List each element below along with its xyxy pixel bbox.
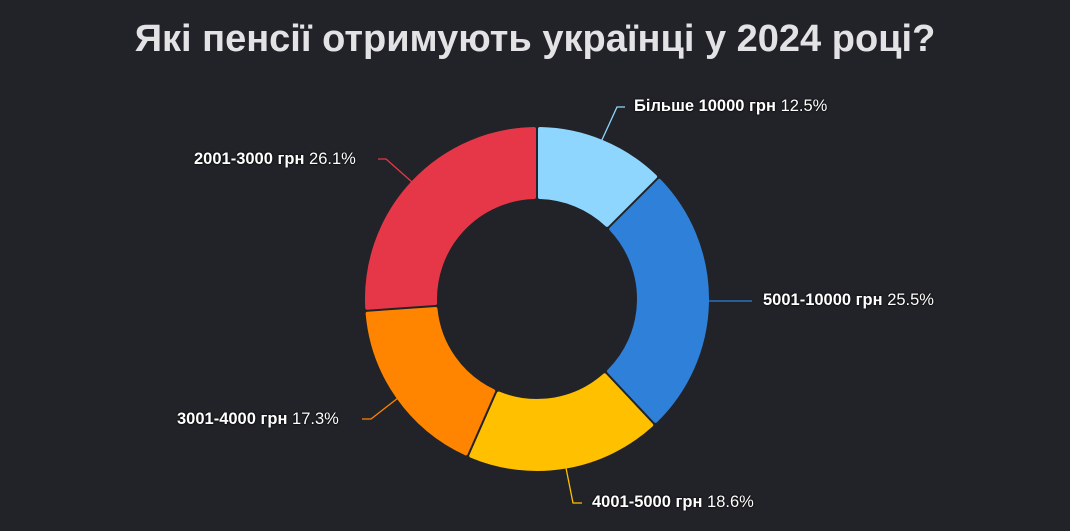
slice-3001-4000[interactable] bbox=[365, 307, 496, 456]
leader-line bbox=[565, 467, 582, 504]
leader-lines bbox=[362, 106, 752, 504]
leader-line bbox=[362, 397, 399, 420]
slice-4001-5000[interactable] bbox=[469, 373, 654, 471]
chart-title: Які пенсії отримують українці у 2024 роц… bbox=[134, 18, 936, 60]
leader-line bbox=[600, 106, 625, 143]
label-3001-4000: 3001-4000 грн 17.3% bbox=[177, 410, 339, 428]
donut-slices bbox=[365, 127, 709, 471]
slice-more-than-10000[interactable] bbox=[538, 127, 658, 227]
label-5001-10000: 5001-10000 грн 25.5% bbox=[763, 291, 934, 309]
label-more-than-10000: Більше 10000 грн 12.5% bbox=[634, 97, 828, 115]
slice-2001-3000[interactable] bbox=[365, 127, 536, 310]
label-2001-3000: 2001-3000 грн 26.1% bbox=[194, 150, 356, 168]
label-4001-5000: 4001-5000 грн 18.6% bbox=[592, 493, 754, 511]
slice-5001-10000[interactable] bbox=[606, 178, 709, 423]
leader-line bbox=[378, 158, 413, 183]
